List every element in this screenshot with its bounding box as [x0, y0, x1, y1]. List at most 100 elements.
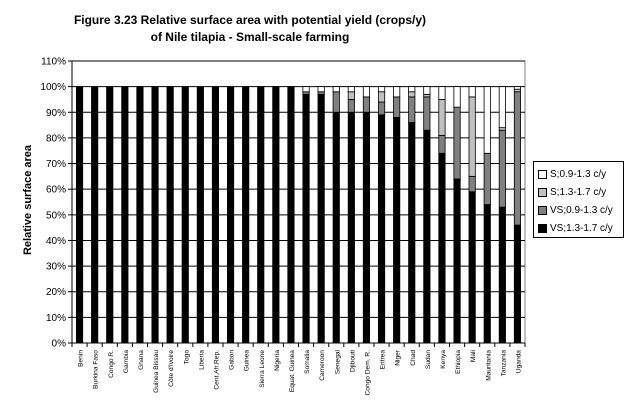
bar-segment	[498, 206, 506, 344]
x-tick-label: Gabon	[229, 350, 236, 370]
legend-label: S;0.9-1.3 c/y	[550, 168, 607, 180]
x-tick-label: Nigeria	[274, 350, 281, 371]
legend-swatch	[538, 205, 547, 215]
bar-segment	[347, 91, 355, 100]
bar-segment	[121, 86, 129, 344]
y-tick-label: 80%	[46, 133, 66, 144]
bar-segment	[287, 86, 295, 344]
bar-segment	[377, 91, 386, 103]
x-tick-label: Togo	[183, 350, 190, 365]
x-tick-label: Uganda	[515, 350, 522, 373]
y-tick-label: 70%	[46, 159, 66, 170]
bar-segment	[347, 99, 355, 113]
bar-segment	[317, 93, 325, 344]
bar-segment	[453, 106, 461, 180]
bar-segment	[513, 224, 522, 344]
bar-segment	[438, 86, 446, 100]
x-tick-label: Guinea Bissau	[153, 350, 160, 393]
x-tick-label: Somalia	[304, 350, 311, 374]
bar-segment	[513, 91, 522, 226]
x-tick-label: Liberia	[198, 350, 205, 370]
bar-segment	[423, 96, 431, 131]
x-tick-label: Djibouti	[349, 349, 356, 372]
bar-segment	[196, 86, 204, 344]
bar-segment	[332, 91, 340, 113]
x-tick-label: Sudan	[425, 350, 432, 369]
x-tick-label: Mali	[470, 349, 477, 362]
bar-segment	[423, 129, 431, 344]
x-tick-label: Chad	[410, 350, 417, 366]
bar-segment	[408, 122, 416, 344]
bar-segment	[302, 86, 310, 93]
bar-segment	[453, 86, 461, 108]
bar-segment	[75, 86, 84, 344]
bar-segment	[483, 86, 491, 154]
x-tick-label: Equat. Guinea	[289, 350, 296, 392]
y-tick-label: 110%	[41, 57, 66, 68]
legend-swatch	[538, 187, 547, 197]
bar-segment	[257, 86, 265, 344]
y-tick-label: 30%	[46, 262, 66, 273]
bar-segment	[438, 134, 446, 154]
x-tick-label: Senegal	[334, 349, 341, 374]
x-tick-label: Ethiopia	[455, 350, 462, 374]
bar-segment	[438, 99, 446, 136]
x-tick-label: Guinea	[244, 350, 251, 372]
x-tick-label: Sierra Leone	[259, 350, 266, 388]
bar-segment	[408, 91, 416, 98]
y-tick-label: 50%	[46, 210, 66, 221]
bar-segment	[453, 178, 461, 344]
bar-segment	[408, 96, 416, 123]
x-tick-label: Eritrea	[380, 350, 387, 370]
bar-segment	[151, 86, 159, 344]
bar-segment	[393, 96, 401, 118]
chart-title: Figure 3.23 Relative surface area with p…	[73, 13, 427, 27]
bar-segment	[272, 86, 280, 344]
x-tick-label: Congo R.	[108, 350, 115, 378]
y-tick-label: 100%	[40, 82, 66, 93]
x-tick-label: Mauritania	[485, 350, 492, 381]
x-tick-label: Benin	[78, 350, 85, 367]
bar-segment	[181, 86, 189, 344]
bar-segment	[468, 191, 476, 344]
bar-segment	[498, 129, 506, 208]
x-tick-label: Congo Dem. R.	[364, 350, 371, 396]
y-tick-label: 10%	[46, 313, 66, 324]
legend-item: VS;0.9-1.3 c/y	[538, 201, 621, 219]
x-tick-label: Gambia	[123, 350, 130, 373]
bar-segment	[468, 175, 476, 193]
bar-segment	[211, 86, 220, 344]
x-tick-label: Tanzania	[500, 350, 507, 377]
bar-segment	[91, 86, 99, 344]
legend-item: S;1.3-1.7 c/y	[538, 183, 621, 201]
y-tick-label: 90%	[46, 108, 66, 119]
bar-segment	[332, 111, 340, 344]
bar-segment	[408, 86, 416, 93]
bar-segment	[317, 86, 325, 93]
x-tick-label: Kenya	[440, 350, 447, 369]
bar-segment	[468, 86, 476, 98]
bar-segment	[377, 86, 386, 93]
bar-segment	[377, 101, 386, 116]
bar-segment	[226, 86, 235, 344]
x-tick-label: Niger	[395, 349, 402, 366]
legend-label: S;1.3-1.7 c/y	[550, 186, 607, 198]
bar-segment	[362, 111, 371, 344]
bar-segment	[166, 86, 174, 344]
bar-segment	[483, 204, 491, 344]
bar-segment	[242, 86, 250, 344]
chart-subtitle: of Nile tilapia - Small-scale farming	[150, 30, 350, 44]
bar-segment	[347, 86, 355, 93]
bar-segment	[377, 114, 386, 344]
bar-segment	[393, 86, 401, 98]
y-tick-label: 0%	[52, 339, 67, 350]
x-tick-label: Ghana	[138, 350, 145, 370]
bar-segment	[347, 111, 355, 344]
y-tick-label: 60%	[46, 185, 66, 196]
x-tick-label: Burkina Faso	[93, 350, 100, 389]
legend-label: VS;1.3-1.7 c/y	[550, 222, 613, 234]
x-tick-label: Côte d'Ivoire	[168, 350, 175, 387]
bar-segment	[362, 96, 371, 113]
legend-item: VS;1.3-1.7 c/y	[538, 219, 621, 237]
